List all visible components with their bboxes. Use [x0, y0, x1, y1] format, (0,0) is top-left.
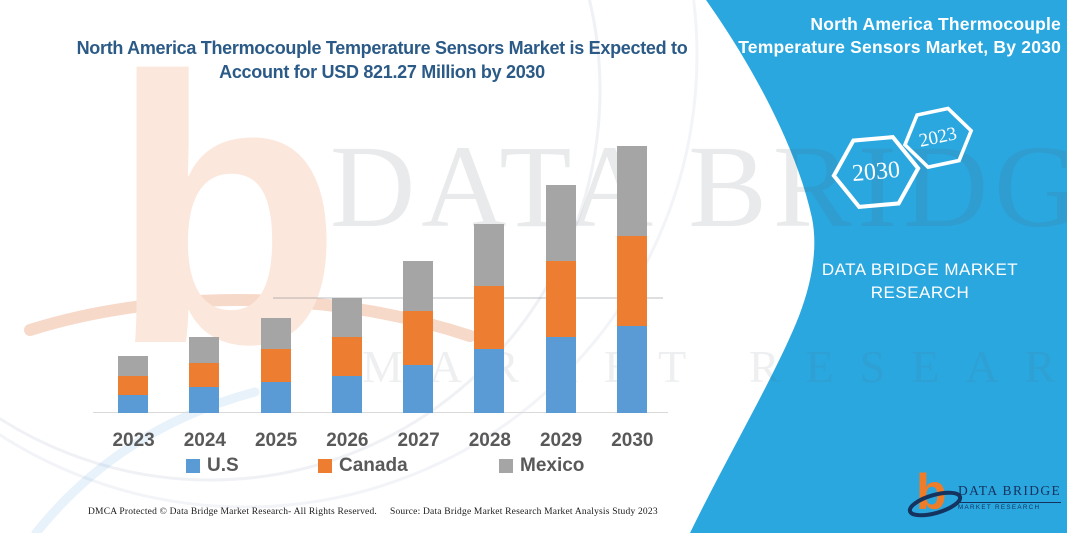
legend-item-Canada: Canada: [318, 455, 408, 477]
logo-tagline-text: MARKET RESEARCH: [958, 504, 1041, 511]
chart-title-line2: Account for USD 821.27 Million by 2030: [219, 62, 545, 82]
panel-brand-line1: DATA BRIDGE MARKET: [821, 260, 1019, 279]
bar-segment-2025-Mexico: [260, 318, 291, 350]
data-bridge-b-watermark-icon: b: [110, 0, 343, 423]
x-axis-label-2025: 2025: [254, 430, 298, 451]
bar-segment-2026-U.S: [331, 376, 362, 413]
stacked-bar-plot: [118, 145, 647, 413]
source-attribution-text: Source: Data Bridge Market Research Mark…: [390, 507, 658, 517]
x-axis-line: [93, 412, 668, 413]
x-axis-label-2030: 2030: [611, 430, 654, 451]
bar-segment-2029-U.S: [545, 337, 576, 413]
chart-title-line1: North America Thermocouple Temperature S…: [76, 38, 688, 58]
bar-segment-2027-Canada: [403, 311, 434, 365]
bar-2027: [403, 261, 434, 413]
bar-segment-2026-Canada: [331, 337, 362, 377]
legend-item-Mexico: Mexico: [499, 455, 584, 477]
legend-label: Canada: [339, 455, 408, 476]
panel-brand-line2: RESEARCH: [870, 283, 970, 302]
bar-segment-2030-Mexico: [616, 145, 647, 236]
bar-segment-2030-U.S: [616, 325, 647, 413]
bar-segment-2028-Canada: [474, 285, 505, 350]
legend-swatch-icon: [186, 459, 200, 473]
bar-2025: [260, 318, 291, 413]
hexagon-2030-label: 2030: [850, 156, 901, 187]
x-axis-labels: 2023 2024 2025 2026 2027 2028 2029 2030: [98, 430, 668, 452]
legend-swatch-icon: [499, 459, 513, 473]
gray-arc-1: [0, 0, 602, 482]
bar-2030: [616, 145, 647, 413]
bar-segment-2023-Canada: [118, 375, 148, 395]
bar-segment-2023-Mexico: [118, 356, 148, 376]
bar-segment-2029-Mexico: [545, 185, 576, 261]
dmca-copyright-text: DMCA Protected © Data Bridge Market Rese…: [88, 507, 377, 517]
gray-arc-2: [0, 0, 699, 509]
panel-title: North America Thermocouple Temperature S…: [721, 13, 1061, 59]
legend-swatch-icon: [318, 459, 332, 473]
bar-segment-2024-Mexico: [189, 336, 220, 363]
x-axis-label-2027: 2027: [397, 430, 440, 451]
legend-label: Mexico: [520, 455, 585, 476]
side-panel-fill: [690, 0, 1067, 533]
panel-title-line1: North America Thermocouple: [810, 14, 1061, 34]
panel-title-line2: Temperature Sensors Market, By 2030: [738, 37, 1061, 57]
bar-segment-2025-U.S: [260, 382, 291, 413]
hexagon-2023-badge: 2023: [897, 102, 979, 173]
x-axis-label-2024: 2024: [183, 430, 227, 451]
bar-segment-2029-Canada: [545, 260, 576, 338]
bar-2028: [474, 223, 505, 413]
legend-item-U.S: U.S: [186, 455, 239, 477]
data-bridge-text-watermark: DATA BRIDGE: [330, 121, 1067, 252]
bar-segment-2024-U.S: [189, 386, 220, 413]
chart-title: North America Thermocouple Temperature S…: [32, 36, 732, 84]
x-axis-label-2029: 2029: [539, 430, 583, 451]
x-axis-label-2028: 2028: [468, 430, 512, 451]
bar-segment-2024-Canada: [189, 362, 220, 387]
hexagon-outline-icon: [831, 134, 921, 210]
watermark-underline: [273, 297, 663, 299]
data-bridge-logo-swoosh-icon: [907, 490, 963, 518]
bar-segment-2030-Canada: [616, 235, 647, 326]
x-axis-label-2023: 2023: [112, 430, 155, 451]
bar-segment-2027-Mexico: [403, 261, 434, 312]
bar-segment-2025-Canada: [260, 349, 291, 382]
hexagon-outline-icon: [902, 106, 974, 170]
bar-2029: [545, 185, 576, 413]
bar-2024: [189, 336, 220, 413]
bar-2026: [331, 298, 362, 413]
bar-segment-2023-U.S: [118, 394, 148, 413]
bar-segment-2028-Mexico: [474, 223, 505, 286]
logo-brand-text: DATA BRIDGE: [958, 483, 1062, 503]
bar-segment-2026-Mexico: [331, 298, 362, 338]
bar-segment-2028-U.S: [474, 349, 505, 413]
x-axis-label-2026: 2026: [326, 430, 369, 451]
hexagon-2030-badge: 2030: [828, 132, 924, 212]
blue-swoosh-arc: [31, 387, 260, 533]
bar-segment-2027-U.S: [403, 364, 434, 413]
panel-brand-text: DATA BRIDGE MARKET RESEARCH: [780, 258, 1060, 304]
legend-label: U.S: [207, 455, 239, 476]
bar-2023: [118, 356, 148, 413]
